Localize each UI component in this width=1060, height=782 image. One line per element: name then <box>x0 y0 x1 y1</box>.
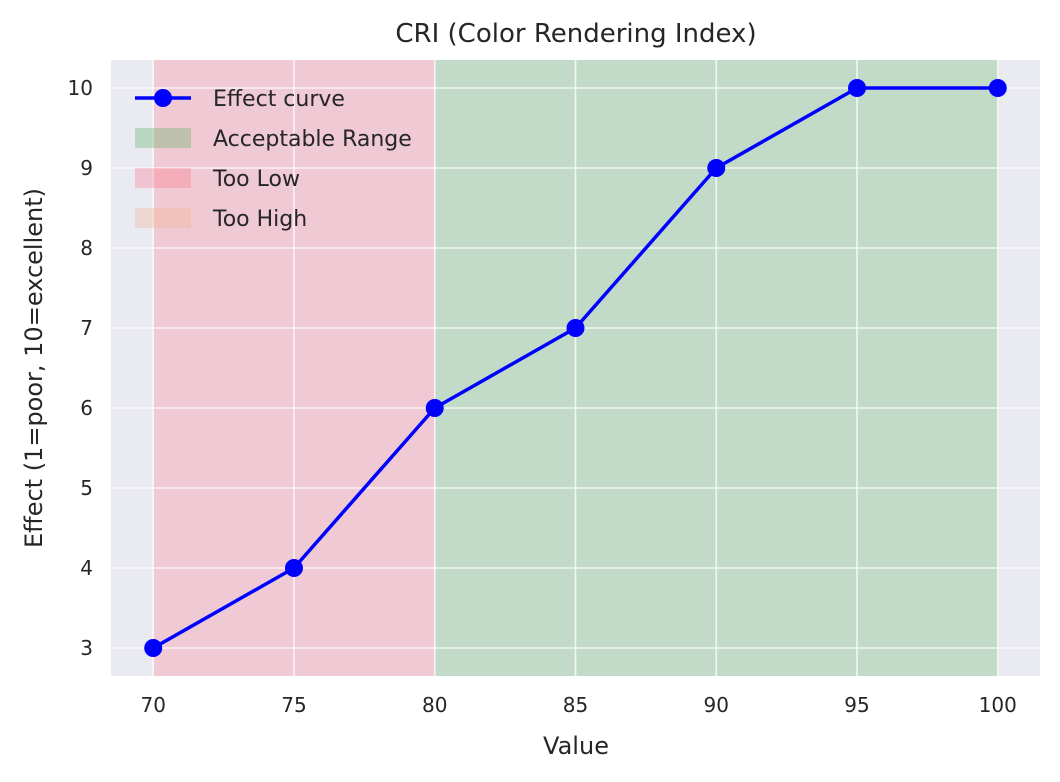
series-layer <box>144 79 1007 657</box>
data-point <box>284 559 303 577</box>
data-point <box>144 639 163 657</box>
y-axis-title: Effect (1=poor, 10=excellent) <box>20 188 48 548</box>
data-point <box>425 399 444 417</box>
x-axis-title: Value <box>543 732 609 760</box>
y-tick-labels: 3 4 5 6 7 8 9 10 <box>68 76 93 660</box>
x-tick-label: 95 <box>844 693 869 717</box>
x-tick-label: 80 <box>422 693 447 717</box>
y-tick-label: 10 <box>68 76 93 100</box>
y-tick-label: 4 <box>80 556 93 580</box>
legend: Effect curve Acceptable Range Too Low Too H… <box>135 87 412 232</box>
y-tick-label: 8 <box>80 236 93 260</box>
data-point <box>707 159 726 177</box>
legend-marker <box>154 89 172 107</box>
x-tick-label: 100 <box>979 693 1017 717</box>
legend-swatch-too-low <box>135 168 191 188</box>
data-point <box>848 79 867 97</box>
y-tick-label: 9 <box>80 156 93 180</box>
x-tick-label: 85 <box>563 693 588 717</box>
x-tick-label: 90 <box>704 693 729 717</box>
legend-label-acceptable-range: Acceptable Range <box>213 127 412 152</box>
legend-label-too-high: Too High <box>212 207 307 232</box>
chart-title: CRI (Color Rendering Index) <box>395 19 756 49</box>
legend-label-too-low: Too Low <box>212 167 300 192</box>
y-tick-label: 7 <box>80 316 93 340</box>
y-tick-label: 5 <box>80 476 93 500</box>
data-point <box>988 79 1007 97</box>
legend-swatch-acceptable-range <box>135 128 191 148</box>
x-tick-labels: 70 75 80 85 90 95 100 <box>141 693 1017 717</box>
data-point <box>566 319 585 337</box>
x-tick-label: 70 <box>141 693 166 717</box>
legend-swatch-too-high <box>135 208 191 228</box>
y-tick-label: 3 <box>80 636 93 660</box>
y-tick-label: 6 <box>80 396 93 420</box>
legend-label-effect-curve: Effect curve <box>213 87 345 112</box>
x-tick-label: 75 <box>281 693 306 717</box>
